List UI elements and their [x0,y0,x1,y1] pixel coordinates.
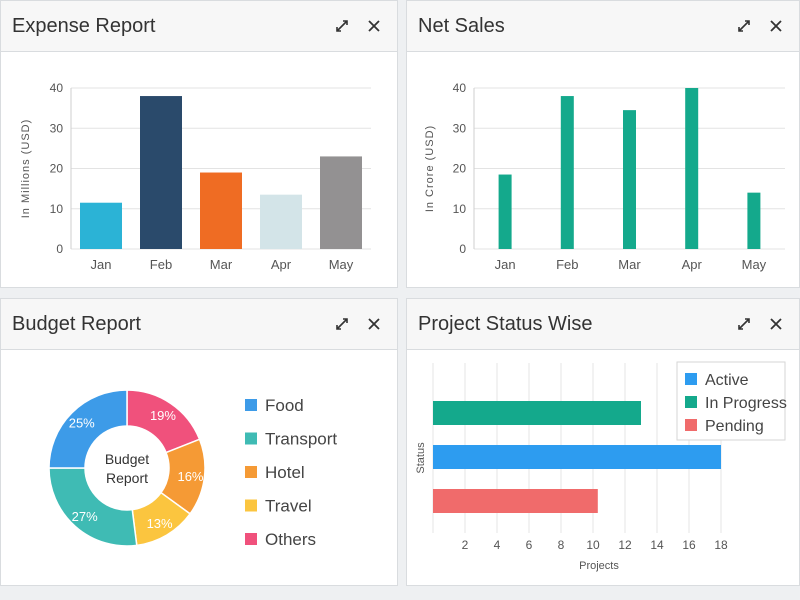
x-tick-label: May [329,257,354,272]
x-tick-label: 8 [558,538,565,552]
panel-actions [735,315,785,333]
x-tick-label: Apr [271,257,292,272]
bar-in-progress [433,401,641,425]
project-status-chart: 2 4 6 8 10 12 14 16 18 Projects Status Active In Pro… [415,361,787,572]
bar-jan [80,202,122,249]
slice-label: 25% [69,416,95,431]
legend-label: Active [705,372,749,389]
bar-apr [685,88,699,249]
legend-label: Transport [265,430,337,449]
net-sales-panel: Net Sales 0 10 20 30 40 Jan Feb Mar Apr May In Cro… [406,0,800,288]
legend-swatch [245,499,257,512]
y-tick-label: 40 [50,81,64,95]
slice-label: 27% [72,509,98,524]
y-axis-label: Status [415,442,427,474]
close-icon[interactable] [767,315,785,333]
x-tick-label: 16 [682,538,696,552]
y-axis-label: In Crore (USD) [424,125,436,212]
y-tick-label: 40 [453,81,467,95]
expand-icon[interactable] [735,17,753,35]
x-tick-label: Apr [682,257,703,272]
legend-label: In Progress [705,395,787,412]
x-tick-label: 6 [526,538,533,552]
panel-title: Project Status Wise [418,312,593,335]
y-axis-label: In Millions (USD) [20,119,32,219]
y-tick-label: 0 [56,242,63,256]
y-tick-label: 30 [50,121,64,135]
panel-actions [735,17,785,35]
x-tick-label: Mar [210,257,233,272]
bar-feb [560,96,574,249]
slice-food [48,389,128,469]
close-icon[interactable] [365,315,383,333]
x-tick-label: Mar [618,257,641,272]
legend-label: Hotel [265,463,305,482]
close-icon[interactable] [767,17,785,35]
slice-label: 19% [150,408,176,423]
expense-chart: 0 10 20 30 40 Jan Feb Mar Apr May In Millions (USD… [20,81,371,272]
bar-jan [498,174,512,249]
y-tick-label: 20 [453,162,467,176]
x-tick-label: Jan [495,257,516,272]
expand-icon[interactable] [333,315,351,333]
x-tick-label: Feb [150,257,172,272]
close-icon[interactable] [365,17,383,35]
legend-label: Others [265,530,316,549]
project-status-panel: Project Status Wise 2 4 6 8 10 12 14 16 18 Projec… [406,298,800,586]
bar-feb [140,96,182,249]
project-status-header: Project Status Wise [407,299,799,350]
legend-swatch [245,466,257,478]
x-tick-label: Feb [556,257,578,272]
x-tick-label: 12 [618,538,632,552]
x-tick-label: 10 [586,538,600,552]
net-sales-chart: 0 10 20 30 40 Jan Feb Mar Apr May In Crore (USD) [424,81,785,272]
legend-label: Food [265,396,304,415]
x-tick-label: 4 [494,538,501,552]
slice-label: 13% [147,516,173,531]
legend-swatch [685,396,697,408]
bar-pending [433,489,598,513]
legend-swatch [245,399,257,411]
legend-swatch [245,533,257,545]
donut-center-label: Budget [105,451,149,467]
bar-mar [200,172,242,249]
y-tick-label: 30 [453,121,467,135]
net-sales-header: Net Sales [407,1,799,52]
slice-label: 16% [177,469,203,484]
budget-chart: 19% 16% 13% 27% 25% Budget Report Food Transport… [48,389,337,549]
bar-may [747,192,761,249]
y-tick-label: 20 [50,162,64,176]
panel-title: Expense Report [12,14,156,37]
x-tick-label: 18 [714,538,728,552]
bar-active [433,445,721,469]
expense-report-header: Expense Report [1,1,397,52]
x-tick-label: May [742,257,767,272]
expand-icon[interactable] [735,315,753,333]
expand-icon[interactable] [333,17,351,35]
legend-label: Pending [705,418,764,435]
panel-title: Budget Report [12,312,141,335]
legend-swatch [685,419,697,431]
panel-title: Net Sales [418,14,505,37]
panel-actions [333,17,383,35]
y-tick-label: 10 [453,202,467,216]
budget-report-panel: Budget Report 19% 16% 13% 27% 25% Budget Repor… [0,298,398,586]
x-tick-label: 14 [650,538,664,552]
donut-center-label: Report [106,470,148,486]
bar-apr [260,194,302,249]
budget-report-header: Budget Report [1,299,397,350]
bar-may [320,156,362,249]
y-tick-label: 10 [50,202,64,216]
y-tick-label: 0 [459,242,466,256]
x-tick-label: Jan [91,257,112,272]
bar-mar [623,110,636,249]
expense-report-panel: Expense Report 0 10 20 30 40 Jan Feb Mar Apr May I… [0,0,398,288]
x-tick-label: 2 [462,538,469,552]
legend-swatch [245,432,257,445]
legend-label: Travel [265,497,312,516]
panel-actions [333,315,383,333]
x-axis-label: Projects [579,560,619,572]
legend-swatch [685,373,697,385]
